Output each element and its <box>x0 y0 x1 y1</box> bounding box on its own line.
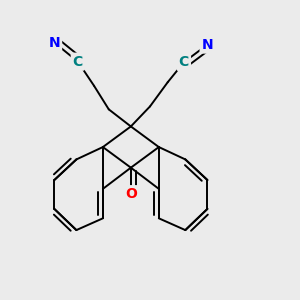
Text: O: O <box>125 187 137 201</box>
Text: N: N <box>49 35 60 50</box>
Text: C: C <box>179 55 189 69</box>
Text: N: N <box>202 38 213 52</box>
Text: C: C <box>73 55 83 69</box>
